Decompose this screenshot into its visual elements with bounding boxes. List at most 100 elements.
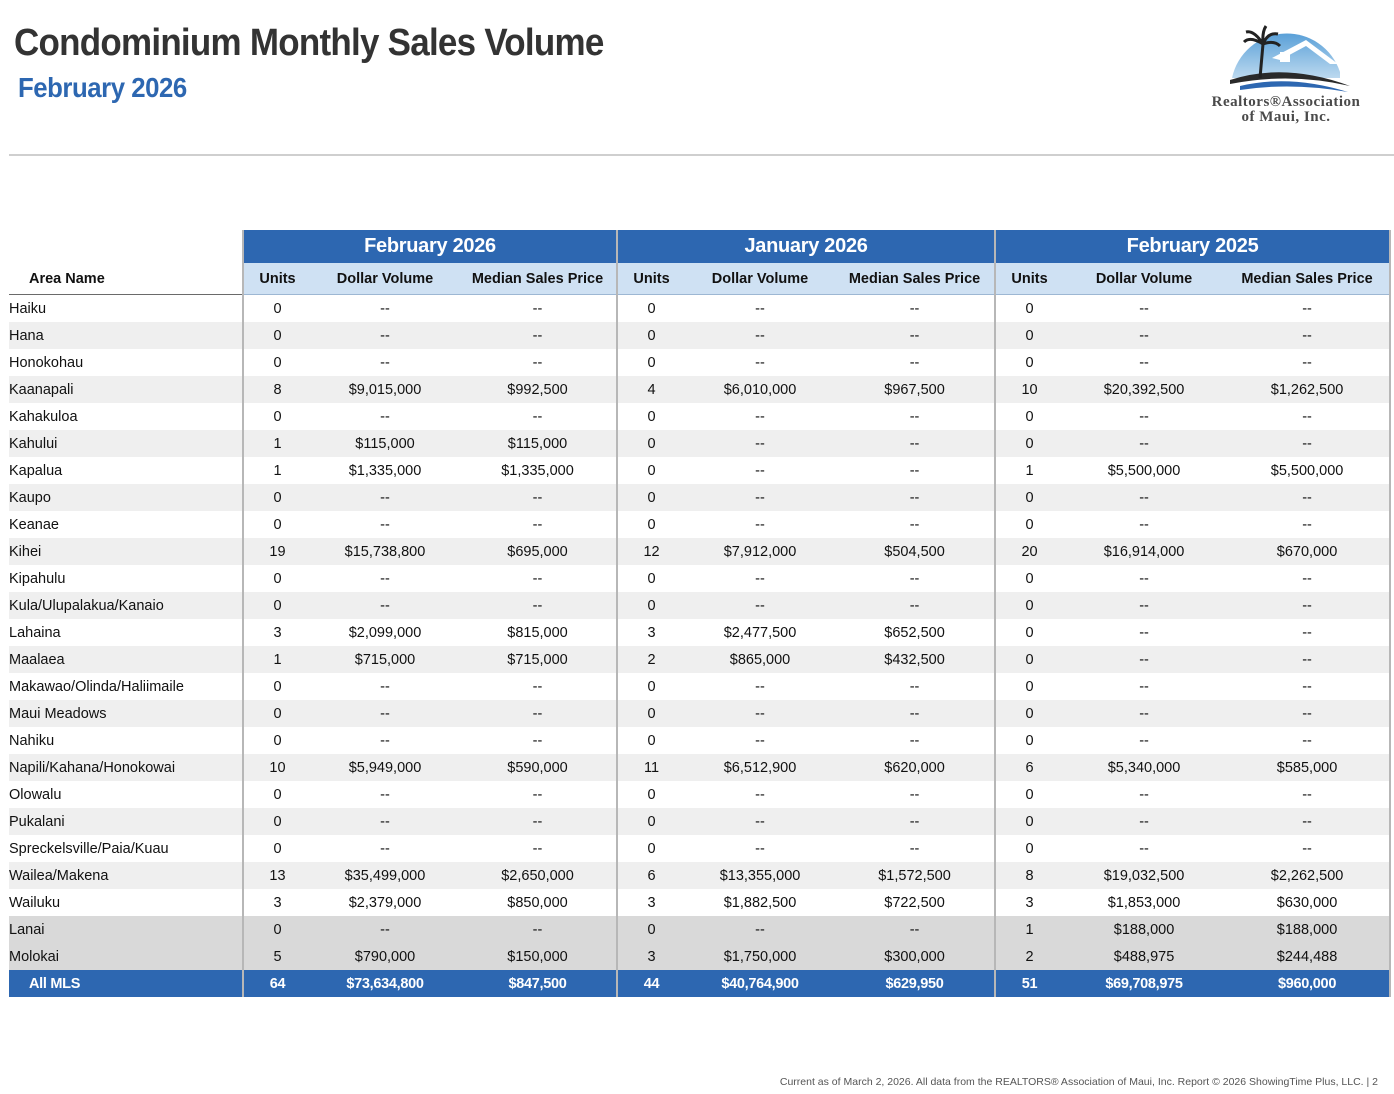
logo-text-line1: Realtors®Association [1211, 94, 1361, 110]
table-row: Kaanapali 8 $9,015,000 $992,500 4 $6,010,000 $… [9, 376, 1392, 403]
page-subtitle: February 2026 [18, 72, 187, 103]
table-cell: -- [1225, 430, 1392, 457]
table-cell: 4 [616, 376, 686, 403]
table-cell: $13,355,000 [685, 862, 836, 889]
total-row: All MLS 64 $73,634,800 $847,500 44 $40,7… [9, 970, 1392, 997]
association-logo: Realtors®Association of Maui, Inc. [1180, 12, 1392, 130]
table-cell: 1 [242, 457, 311, 484]
table-cell: 0 [994, 565, 1064, 592]
table-row: Lanai 0 -- -- 0 -- -- 1 $188,000 $188,000 [9, 916, 1392, 943]
group-header-row: February 2026 January 2026 February 2025 [9, 230, 1392, 263]
table-cell: 2 [616, 646, 686, 673]
table-cell: 0 [994, 403, 1064, 430]
table-cell: $1,335,000 [501, 462, 574, 479]
column-header-units: Units [616, 263, 686, 295]
table-cell: -- [1139, 570, 1149, 587]
table-cell: $300,000 [835, 943, 996, 970]
table-cell: 0 [242, 781, 311, 808]
table-cell: -- [1139, 732, 1149, 749]
table-cell: -- [1225, 484, 1392, 511]
table-cell: -- [1225, 592, 1392, 619]
total-cell: $69,708,975 [1063, 970, 1226, 997]
table-cell: -- [685, 808, 836, 835]
header-divider [9, 154, 1394, 156]
table-row: Honokohau 0 -- -- 0 -- -- 0 -- -- [9, 349, 1392, 376]
table-cell: -- [909, 678, 920, 695]
table-cell: 0 [616, 565, 686, 592]
table-cell: $715,000 [311, 646, 459, 673]
table-cell: -- [1225, 835, 1392, 862]
table-cell: 13 [242, 862, 311, 889]
table-cell: -- [755, 570, 765, 587]
table-cell: -- [1063, 430, 1226, 457]
table-cell: -- [1063, 484, 1226, 511]
table-cell: 0 [994, 673, 1064, 700]
table-cell: -- [755, 678, 765, 695]
area-name-cell: Keanae [9, 516, 59, 533]
total-cell: $629,950 [835, 970, 996, 997]
table-cell: $115,000 [459, 430, 618, 457]
table-cell: $9,015,000 [311, 376, 459, 403]
column-header-median-price: Median Sales Price [459, 263, 618, 295]
table-cell: 0 [616, 673, 686, 700]
table-cell: $432,500 [835, 646, 996, 673]
area-name-cell: Olowalu [9, 786, 62, 803]
table-row: Kaupo 0 -- -- 0 -- -- 0 -- -- [9, 484, 1392, 511]
table-row: Napili/Kahana/Honokowai 10 $5,949,000 $590,… [9, 754, 1392, 781]
table-cell: 0 [242, 673, 311, 700]
table-cell: 1 [994, 916, 1064, 943]
total-cell: 64 [242, 970, 311, 997]
table-cell: -- [835, 808, 996, 835]
table-cell: 0 [242, 511, 311, 538]
table-row: Hana 0 -- -- 0 -- -- 0 -- -- [9, 322, 1392, 349]
table-cell: -- [1139, 840, 1149, 857]
table-cell: 0 [242, 484, 311, 511]
table-cell: 0 [994, 511, 1064, 538]
table-cell: 20 [994, 538, 1064, 565]
table-cell: 0 [994, 808, 1064, 835]
table-cell: -- [380, 840, 390, 857]
table-cell: $5,340,000 [1063, 754, 1226, 781]
table-cell: $19,032,500 [1063, 862, 1226, 889]
table-cell: 6 [994, 754, 1064, 781]
table-cell: 11 [616, 754, 686, 781]
table-cell: -- [685, 430, 836, 457]
table-cell: 19 [242, 538, 311, 565]
table-cell: -- [459, 808, 618, 835]
table-cell: 0 [616, 592, 686, 619]
table-cell: 3 [616, 619, 686, 646]
table-cell: -- [380, 570, 390, 587]
table-cell: $590,000 [459, 754, 618, 781]
table-cell: $967,500 [835, 376, 996, 403]
table-cell: 0 [616, 457, 686, 484]
column-header-dollar-volume: Dollar Volume [311, 263, 459, 295]
table-cell: 0 [994, 619, 1064, 646]
area-name-cell: Kahului [9, 430, 243, 457]
table-cell: 0 [994, 322, 1064, 349]
table-cell: $722,500 [884, 894, 945, 911]
table-cell: -- [1225, 565, 1392, 592]
table-cell: $815,000 [507, 624, 568, 641]
table-cell: 0 [242, 916, 311, 943]
table-row: Kihei 19 $15,738,800 $695,000 12 $7,912,000 $5… [9, 538, 1392, 565]
table-cell: -- [835, 484, 996, 511]
table-cell: 0 [242, 565, 311, 592]
table-cell: -- [1139, 408, 1149, 425]
total-cell: $847,500 [459, 970, 618, 997]
table-cell: -- [311, 592, 459, 619]
table-cell: -- [532, 516, 543, 533]
table-cell: 0 [242, 592, 311, 619]
area-name-cell: Kihei [9, 538, 243, 565]
table-cell: 3 [994, 889, 1064, 916]
table-cell: 0 [994, 646, 1064, 673]
table-cell: -- [532, 678, 543, 695]
table-cell: 10 [994, 376, 1064, 403]
table-cell: $2,650,000 [459, 862, 618, 889]
area-name-cell: Haiku [9, 300, 47, 317]
area-name-cell: Spreckelsville/Paia/Kuau [9, 840, 169, 857]
table-cell: 0 [616, 835, 686, 862]
table-cell: -- [685, 916, 836, 943]
table-cell: 0 [994, 700, 1064, 727]
table-cell: $620,000 [835, 754, 996, 781]
table-row: Maui Meadows 0 -- -- 0 -- -- 0 -- -- [9, 700, 1392, 727]
